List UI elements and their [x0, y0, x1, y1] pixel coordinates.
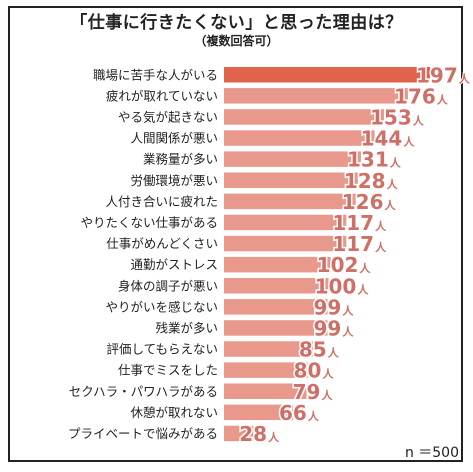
bar: [224, 278, 329, 294]
bar: [224, 320, 328, 336]
chart-title: 「仕事に行きたくない」と思った理由は？: [70, 13, 403, 33]
unit-label: 人: [387, 177, 399, 191]
category-label: 仕事でミスをした: [118, 363, 218, 378]
bar: [224, 362, 308, 378]
unit-label: 人: [342, 303, 354, 317]
value-label: 176: [394, 84, 436, 108]
unit-label: 人: [308, 409, 320, 423]
value-label: 153: [370, 105, 412, 129]
bar: [224, 67, 430, 83]
category-label: プライベートで悩みがある: [68, 426, 218, 441]
unit-label: 人: [321, 388, 333, 402]
bar: [224, 88, 409, 104]
unit-label: 人: [390, 156, 402, 170]
category-label: セクハラ・パワハラがある: [69, 384, 218, 399]
bar: [224, 299, 328, 315]
value-label: 66: [279, 401, 307, 425]
category-label: 業務量が多い: [143, 152, 218, 167]
value-label: 126: [342, 190, 384, 214]
value-label: 102: [317, 253, 359, 277]
bar: [224, 341, 313, 357]
unit-label: 人: [459, 71, 471, 85]
value-label: 80: [294, 359, 322, 383]
category-label: やりたくない仕事がある: [80, 215, 218, 230]
value-label: 85: [299, 338, 327, 362]
bar: [224, 109, 384, 125]
bar: [224, 235, 347, 252]
unit-label: 人: [328, 346, 340, 360]
value-label: 28: [239, 422, 267, 446]
category-label: 通勤がストレス: [130, 257, 218, 272]
category-label: 休憩が取れない: [130, 405, 218, 420]
category-label: やる気が起きない: [118, 109, 218, 124]
unit-label: 人: [403, 135, 415, 149]
bar: [224, 425, 254, 442]
sample-size-note: n ＝500: [404, 445, 459, 461]
bar: [224, 130, 375, 146]
value-label: 117: [332, 232, 374, 256]
value-label: 128: [344, 169, 386, 193]
value-label: 144: [361, 127, 403, 151]
value-label: 131: [347, 148, 389, 172]
category-label: 仕事がめんどくさい: [106, 236, 218, 251]
bar: [224, 151, 361, 167]
category-label: 職場に苦手な人がいる: [93, 67, 218, 82]
category-label: 人付き合いに疲れた: [105, 194, 218, 209]
bar: [224, 214, 347, 231]
category-label: 労働環境が悪い: [130, 173, 218, 188]
unit-label: 人: [357, 282, 369, 296]
category-label: 残業が多い: [155, 320, 218, 335]
category-label: やりがいを感じない: [105, 299, 218, 314]
unit-label: 人: [359, 261, 371, 275]
unit-label: 人: [342, 324, 354, 338]
unit-label: 人: [322, 367, 334, 381]
unit-label: 人: [413, 113, 425, 127]
chart-subtitle: （複数回答可）: [194, 34, 279, 48]
value-label: 99: [314, 316, 342, 340]
category-label: 人間関係が悪い: [130, 131, 218, 146]
category-label: 評価してもらえない: [106, 342, 218, 357]
category-label: 疲れが取れていない: [106, 88, 218, 103]
value-label: 79: [293, 380, 321, 404]
unit-label: 人: [375, 219, 387, 233]
unit-label: 人: [385, 198, 397, 212]
bar: [224, 193, 356, 210]
value-label: 100: [315, 274, 357, 298]
bar: [224, 404, 294, 421]
unit-label: 人: [375, 240, 387, 254]
bar: [224, 383, 307, 399]
bar: [224, 256, 331, 273]
value-label: 197: [416, 63, 458, 87]
unit-label: 人: [268, 430, 280, 444]
category-label: 身体の調子が悪い: [118, 278, 218, 293]
unit-label: 人: [437, 92, 449, 106]
bar: [224, 172, 358, 188]
value-label: 117: [332, 211, 374, 235]
value-label: 99: [314, 295, 342, 319]
